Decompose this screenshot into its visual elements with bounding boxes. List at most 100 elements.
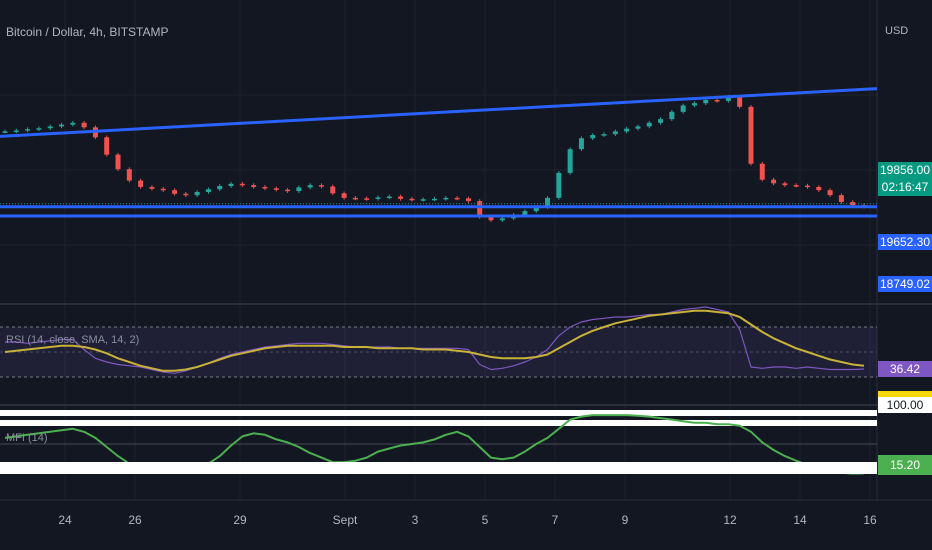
candle-body <box>522 211 528 215</box>
candle-body <box>36 128 42 130</box>
candle-body <box>771 179 777 184</box>
candle-body <box>296 187 302 192</box>
candle-body <box>115 154 121 170</box>
rsi-sma-tag <box>878 391 932 397</box>
time-axis-label: 14 <box>793 513 807 527</box>
time-axis-label: 24 <box>58 513 72 527</box>
mfi-lower-band <box>0 462 877 474</box>
grid <box>0 0 876 500</box>
candle-body <box>488 217 494 221</box>
candle-body <box>262 186 268 189</box>
candle-body <box>307 185 313 188</box>
main-price-pane[interactable] <box>0 87 878 223</box>
candle-body <box>612 131 618 135</box>
line-price-tag-2: 18749.02 <box>878 276 932 292</box>
candle-body <box>330 186 336 194</box>
candle-body <box>2 131 8 133</box>
candle-body <box>194 191 200 196</box>
candle-body <box>13 130 19 133</box>
candle-body <box>409 198 415 201</box>
candle-body <box>239 183 245 186</box>
candle-body <box>352 197 358 200</box>
candle-body <box>680 105 686 112</box>
candle-body <box>545 197 551 207</box>
candle-body <box>646 122 652 127</box>
candle-body <box>454 197 460 200</box>
candle-body <box>104 137 110 155</box>
candle-body <box>748 106 754 164</box>
candle-body <box>47 126 53 129</box>
candle-body <box>816 186 822 191</box>
candle-body <box>465 198 471 202</box>
mfi-value-tag: 15.20 <box>878 455 932 475</box>
candle-body <box>172 190 178 194</box>
time-axis-label: Sept <box>332 513 358 527</box>
candle-body <box>59 124 65 127</box>
candle-body <box>556 172 562 198</box>
rsi-pane[interactable] <box>4 306 865 374</box>
mfi-upper-band-2 <box>0 420 877 426</box>
time-axis-label: 7 <box>551 513 559 527</box>
candle-body <box>273 188 279 190</box>
candle-body <box>318 185 324 187</box>
candle-body <box>386 196 392 199</box>
rsi-value-tag: 36.42 <box>878 361 932 377</box>
candle-body <box>658 119 664 123</box>
rsi-sma-line <box>4 309 865 372</box>
candle-body <box>725 96 731 101</box>
candle-body <box>737 96 743 107</box>
currency-label[interactable]: USD <box>885 25 909 37</box>
candle-body <box>375 197 381 199</box>
last-price: 19856.00 <box>879 163 931 177</box>
candle-body <box>251 185 257 187</box>
candle-body <box>25 129 31 131</box>
candle-body <box>341 193 347 198</box>
candle-body <box>624 128 630 132</box>
candle-body <box>443 197 449 200</box>
time-axis-label: 9 <box>621 513 629 527</box>
candle-body <box>477 201 483 218</box>
candle-body <box>601 134 607 136</box>
candle-body <box>217 186 223 190</box>
candle-body <box>228 183 234 187</box>
candle-body <box>285 189 291 192</box>
line-price-tag-1: 19652.30 <box>878 234 932 250</box>
candle-body <box>759 163 765 180</box>
time-axis-label: 12 <box>723 513 737 527</box>
candle-body <box>590 135 596 139</box>
candle-body <box>691 103 697 106</box>
candle-body <box>160 188 166 191</box>
candle-body <box>714 100 720 102</box>
candle-body <box>499 218 505 221</box>
candle-body <box>793 185 799 187</box>
candle-body <box>804 185 810 188</box>
candle-body <box>838 195 844 202</box>
last-price-tag: 19856.00 02:16:47 <box>878 162 932 196</box>
candle-body <box>827 190 833 196</box>
rsi-label[interactable]: RSI (14, close, SMA, 14, 2) <box>6 334 140 346</box>
time-axis-label: 29 <box>233 513 247 527</box>
candle-body <box>70 122 76 125</box>
candle-body <box>782 183 788 186</box>
candle-body <box>364 198 370 200</box>
candle-body <box>432 198 437 201</box>
time-axis-label: 5 <box>481 513 489 527</box>
candle-body <box>138 180 144 187</box>
symbol-title[interactable]: Bitcoin / Dollar, 4h, BITSTAMP <box>6 25 169 39</box>
time-axis-label: 16 <box>863 513 877 527</box>
candle-body <box>205 189 211 192</box>
candle-body <box>635 126 641 129</box>
bar-countdown: 02:16:47 <box>881 180 929 194</box>
mfi-upper-band <box>0 410 877 416</box>
time-axis-label: 3 <box>411 513 419 527</box>
candle-body <box>183 193 189 196</box>
mfi-label[interactable]: MFI (14) <box>6 432 48 444</box>
candle-body <box>81 122 87 128</box>
mfi-top-tag: 100.00 <box>878 397 932 413</box>
upper-trendline[interactable] <box>0 87 878 138</box>
candle-body <box>703 100 709 104</box>
candle-body <box>533 206 539 212</box>
candle-body <box>420 199 426 201</box>
candle-body <box>669 111 675 120</box>
